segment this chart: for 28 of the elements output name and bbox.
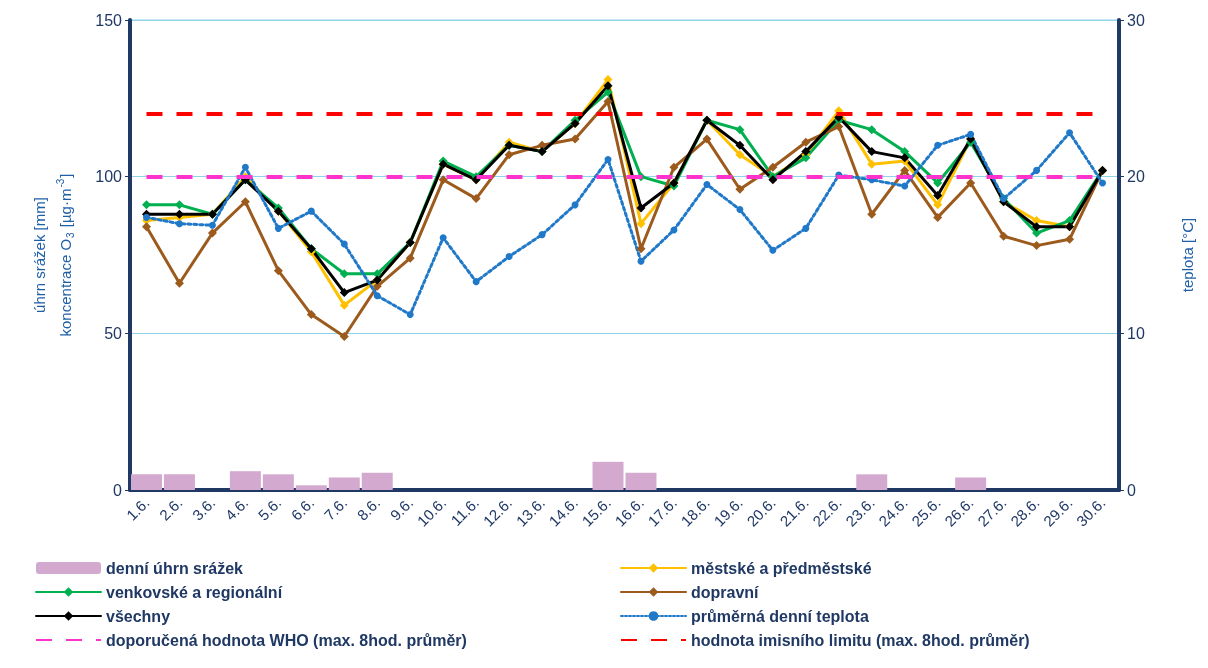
x-tick-label: 4.6. [221,493,252,524]
x-tick-label: 30.6. [1072,493,1109,530]
y2-tick-label: 20 [1127,168,1145,186]
legend-label: dopravní [691,583,760,601]
x-tick-label: 3.6. [188,493,219,524]
x-tick-label: 11.6. [447,493,483,529]
legend-label: městské a předměstské [691,559,872,577]
legend-label: venkovské a regionální [106,583,283,601]
y2-tick-label: 0 [1127,481,1136,499]
y2-tick-label: 10 [1127,324,1145,342]
legend-label: denní úhrn srážek [106,559,244,577]
y-tick-label: 100 [95,168,123,186]
x-tick-label: 8.6. [353,493,384,524]
legend-label: všechny [106,607,171,625]
x-tick-label: 7.6. [320,493,351,524]
x-tick-label: 1.6. [122,493,153,524]
y-tick-label: 150 [95,11,123,29]
legend-label: doporučená hodnota WHO (max. 8hod. průměr) [106,631,467,649]
x-tick-label: 9.6. [386,493,417,524]
y2-tick-label: 30 [1127,11,1145,29]
legend-label: průměrná denní teplota [691,607,869,625]
x-tick-label: 5.6. [254,493,285,524]
x-tick-label: 6.6. [287,493,318,524]
y2-axis-title: teplota [°C] [1178,217,1196,293]
y-tick-label: 0 [113,481,123,499]
y-tick-label: 50 [104,324,123,342]
x-tick-label: 2.6. [155,493,186,524]
legend-label: hodnota imisního limitu (max. 8hod. průměr) [691,631,1030,649]
